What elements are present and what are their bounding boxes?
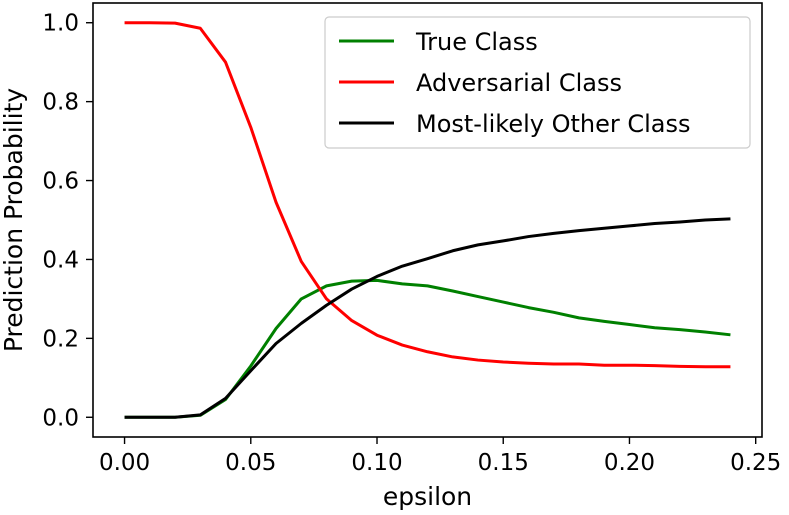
- x-tick-label: 0.20: [604, 450, 655, 476]
- series-lines: [124, 21, 731, 419]
- x-tick-label: 0.15: [478, 450, 529, 476]
- y-tick-label: 0.0: [42, 405, 79, 431]
- x-axis-label: epsilon: [383, 482, 472, 511]
- x-axis: 0.00 0.05 0.10 0.15 0.20 0.25: [99, 437, 781, 476]
- legend-box: [324, 16, 751, 149]
- series-line-3: [124, 217, 731, 419]
- y-tick-label: 0.8: [42, 90, 79, 116]
- plot-area: [92, 2, 763, 438]
- legend-label: Most-likely Other Class: [416, 110, 691, 138]
- x-tick-label: 0.00: [99, 450, 150, 476]
- y-axis: 0.0 0.2 0.4 0.6 0.8 1.0: [42, 11, 93, 431]
- x-tick-label: 0.05: [225, 450, 276, 476]
- legend-label: True Class: [415, 28, 538, 56]
- y-tick-label: 0.2: [42, 326, 79, 352]
- legend: True Class Adversarial Class Most-likely O…: [324, 16, 751, 149]
- y-tick-label: 0.6: [42, 169, 79, 195]
- legend-label: Adversarial Class: [416, 69, 622, 97]
- x-tick-label: 0.10: [351, 450, 402, 476]
- series-line-1: [124, 278, 731, 419]
- y-tick-label: 1.0: [42, 11, 79, 37]
- x-tick-label: 0.25: [730, 450, 781, 476]
- series-line-2: [124, 21, 731, 369]
- y-axis-label: Prediction Probability: [0, 88, 28, 352]
- y-tick-label: 0.4: [42, 247, 79, 273]
